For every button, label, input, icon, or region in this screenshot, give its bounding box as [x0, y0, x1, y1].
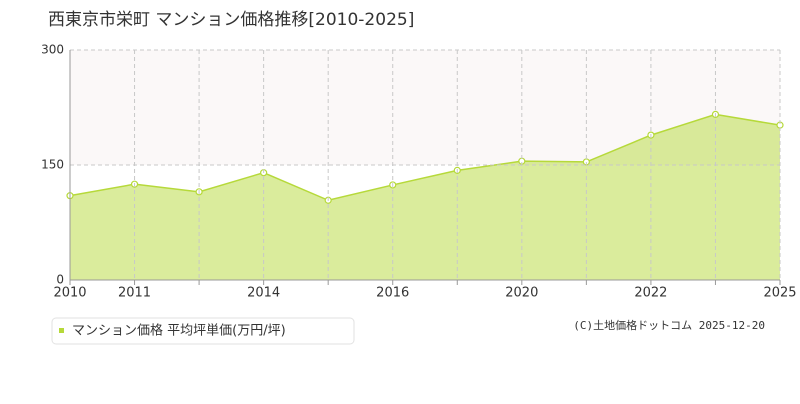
legend-box: [51, 317, 355, 345]
x-tick-label: 2011: [118, 286, 151, 301]
chart-title: 西東京市栄町 マンション価格推移[2010-2025]: [48, 10, 414, 30]
plot-area: 2010 2011 2014 2016 2020 2022 2025 0 150 300: [41, 43, 796, 301]
x-tick-label: 2010: [53, 286, 86, 301]
y-tick-label: 300: [41, 43, 64, 57]
x-tick-label: 2022: [634, 286, 667, 301]
area-line: [69, 113, 781, 202]
x-tick-label: 2025: [763, 286, 796, 301]
y-tick-label: 150: [41, 158, 64, 172]
source-note: (C)土地価格ドットコム 2025-12-20: [573, 318, 765, 332]
x-tick-label: 2014: [247, 286, 280, 301]
legend-label: マンション価格 平均坪単価(万円/坪): [72, 323, 286, 339]
x-tick-label: 2020: [505, 286, 538, 301]
y-tick-label: 0: [56, 273, 64, 287]
legend-swatch: [59, 328, 64, 333]
x-tick-label: 2016: [376, 286, 409, 301]
